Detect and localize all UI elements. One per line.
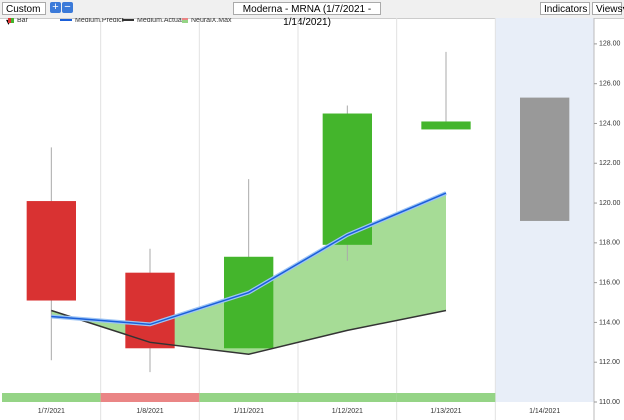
candle-body [322,113,372,245]
y-tick-label: 114.00 [599,319,620,326]
legend-label: Medium.Predict [75,18,124,24]
y-tick-label: 112.00 [599,359,620,366]
chart: 110.00 112.00 114.00 116.00 118.00 120.00 122.… [2,18,621,420]
candle-body [26,201,77,301]
y-tick-label: 124.00 [599,120,621,127]
title-box: Moderna - MRNA (1/7/2021 - 1/14/2021) [233,2,381,28]
signal-strip [100,393,200,402]
candle-body [421,121,471,130]
signal-strip [2,393,101,402]
legend-icon [182,20,188,23]
candle-body [224,256,274,349]
candle-body [125,272,175,349]
zoom-out[interactable]: − [62,2,73,13]
x-tick-label: 1/8/2021 [136,408,163,415]
y-tick-label: 122.00 [599,160,621,167]
signal-strip [396,393,496,402]
legend-icon [11,18,14,23]
line [51,192,447,326]
x-tick-label: 1/11/2021 [233,408,264,415]
legend-label: Bar [17,18,29,24]
y-tick-label: 128.00 [599,41,621,48]
y-tick-label: 118.00 [599,240,620,247]
y-tick-label: 110.00 [599,399,620,406]
y-tick-label: 126.00 [599,81,621,88]
signal-strip [199,393,298,402]
y-tick-label: 116.00 [599,279,620,286]
x-tick-label: 1/12/2021 [332,408,363,415]
preset-dropdown[interactable]: Custom ▾ [2,2,46,28]
toolbar: Custom ▾ + − Moderna - MRNA (1/7/2021 - … [0,0,624,28]
views: Views [596,4,623,15]
candle-body [520,97,570,221]
y-tick-label: 120.00 [599,200,621,207]
signal-strip [298,393,397,402]
x-tick-label: 1/7/2021 [38,408,65,415]
x-tick-label: 1/13/2021 [430,408,461,415]
preset: Custom [6,4,41,15]
views-button[interactable]: Views▾ [592,2,624,15]
line [51,309,447,356]
legend-label: NeuralX.Max [191,18,232,24]
indicators-button[interactable]: Indicators ▾ [540,2,590,28]
legend-label: Medium.Actual [137,18,184,24]
indicators: Indicators [544,4,588,15]
band-area [51,193,446,355]
chart-title: Moderna - MRNA (1/7/2021 - 1/14/2021) [242,4,372,28]
zoom-in[interactable]: + [50,2,61,13]
x-tick-label: 1/14/2021 [529,408,560,415]
